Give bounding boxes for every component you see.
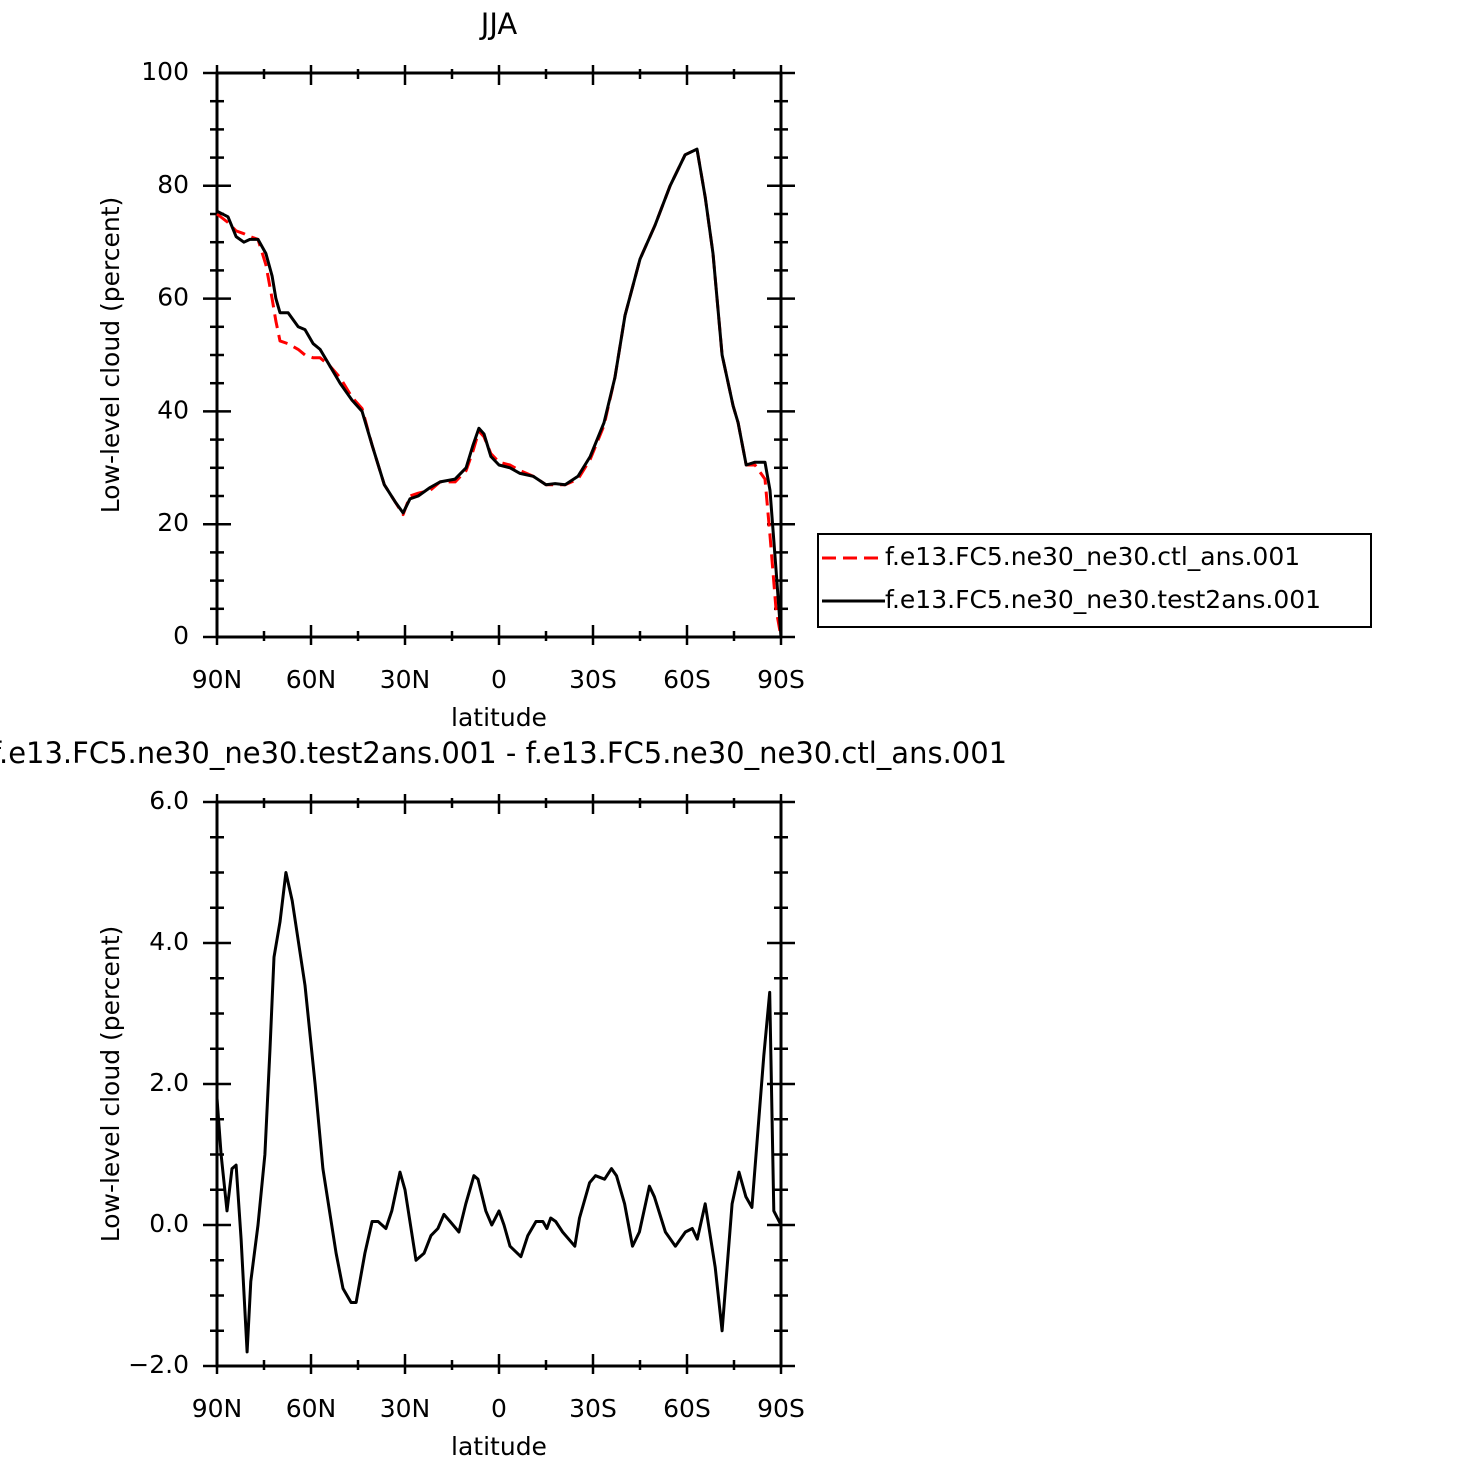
y-tick-label: 0.0 — [149, 1209, 189, 1238]
y-tick-label: 60 — [157, 283, 189, 312]
y-axis-label: Low-level cloud (percent) — [96, 926, 125, 1243]
x-tick-label: 30S — [569, 665, 617, 694]
x-tick-label: 90S — [757, 1394, 805, 1423]
chart-title: JJA — [479, 7, 518, 41]
y-tick-label: 80 — [157, 170, 189, 199]
y-tick-label: 40 — [157, 395, 189, 424]
y-tick-label: −2.0 — [128, 1350, 189, 1379]
x-axis-label: latitude — [451, 1432, 547, 1461]
data-line — [215, 871, 783, 1354]
plot-frame — [215, 800, 783, 1368]
chart-title: f.e13.FC5.ne30_ne30.test2ans.001 - f.e13… — [0, 736, 1007, 770]
x-tick-label: 60N — [286, 1394, 337, 1423]
y-tick-label: 4.0 — [149, 927, 189, 956]
x-tick-label: 0 — [491, 1394, 507, 1423]
x-tick-label: 90N — [192, 665, 243, 694]
y-tick-label: 6.0 — [149, 786, 189, 815]
data-line — [216, 147, 783, 638]
plot-frame — [215, 71, 783, 639]
legend-label: f.e13.FC5.ne30_ne30.ctl_ans.001 — [885, 542, 1300, 571]
x-tick-label: 60N — [286, 665, 337, 694]
y-tick-label: 2.0 — [149, 1068, 189, 1097]
x-tick-label: 60S — [663, 665, 711, 694]
y-tick-label: 0 — [173, 621, 189, 650]
y-axis-label: Low-level cloud (percent) — [96, 197, 125, 514]
x-tick-label: 30N — [380, 665, 431, 694]
data-line — [216, 147, 783, 638]
legend-box — [817, 533, 1372, 628]
x-tick-label: 90S — [757, 665, 805, 694]
x-tick-label: 30S — [569, 1394, 617, 1423]
x-tick-label: 30N — [380, 1394, 431, 1423]
x-tick-label: 0 — [491, 665, 507, 694]
y-tick-label: 20 — [157, 508, 189, 537]
x-tick-label: 90N — [192, 1394, 243, 1423]
y-tick-label: 100 — [141, 57, 189, 86]
x-tick-label: 60S — [663, 1394, 711, 1423]
legend-label: f.e13.FC5.ne30_ne30.test2ans.001 — [885, 585, 1321, 614]
x-axis-label: latitude — [451, 703, 547, 732]
